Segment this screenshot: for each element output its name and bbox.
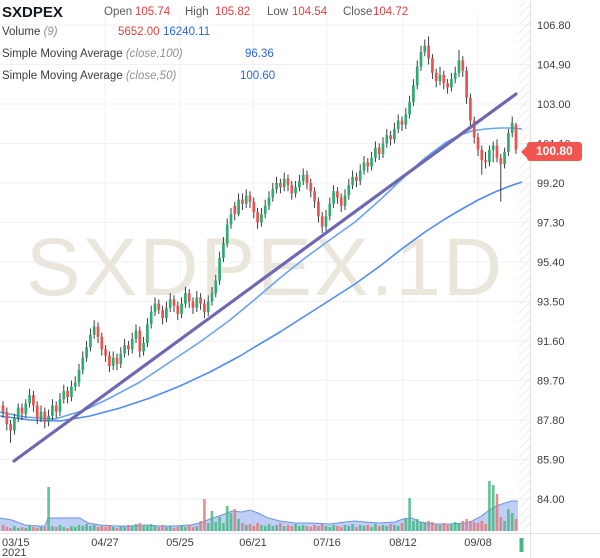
grid: [0, 14, 530, 531]
volume-marker: [519, 538, 524, 552]
last-price-badge: 100.80: [521, 142, 582, 161]
price-axis-label: 87.80: [537, 415, 565, 427]
price-axis-label: 97.30: [537, 217, 565, 229]
price-axis: 106.80104.90103.00101.1099.2097.3095.409…: [537, 20, 571, 506]
time-axis-label: 04/27: [91, 537, 119, 549]
watermark: SXDPEX.1D: [26, 222, 504, 313]
time-axis-label: 07/16: [313, 537, 341, 549]
future-hatch: [519, 2, 530, 531]
trend-line: [12, 92, 518, 463]
price-axis-label: 91.60: [537, 336, 565, 348]
volume-bars: [1, 481, 518, 531]
price-axis-label: 99.20: [537, 178, 565, 190]
time-axis-year-label: 2021: [2, 547, 26, 558]
time-axis-label: 08/12: [389, 537, 417, 549]
volume-ma-area: [0, 500, 518, 531]
price-axis-label: 103.00: [537, 99, 571, 111]
price-axis-label: 93.50: [537, 296, 565, 308]
price-axis-label: 84.00: [537, 494, 565, 506]
watermark-text: SXDPEX.1D: [26, 222, 504, 313]
time-axis-label: 05/25: [166, 537, 194, 549]
price-axis-label: 106.80: [537, 20, 571, 32]
time-axis-label: 03/15: [2, 537, 30, 549]
price-axis-label: 89.70: [537, 375, 565, 387]
time-axis-label: 06/21: [239, 537, 267, 549]
candles-layer: [1, 36, 518, 443]
price-axis-label: 104.90: [537, 59, 571, 71]
time-axis-label: 09/08: [464, 537, 492, 549]
price-axis-label: 95.40: [537, 257, 565, 269]
price-axis-label: 85.90: [537, 454, 565, 466]
volume-axis-marker: [519, 538, 524, 552]
